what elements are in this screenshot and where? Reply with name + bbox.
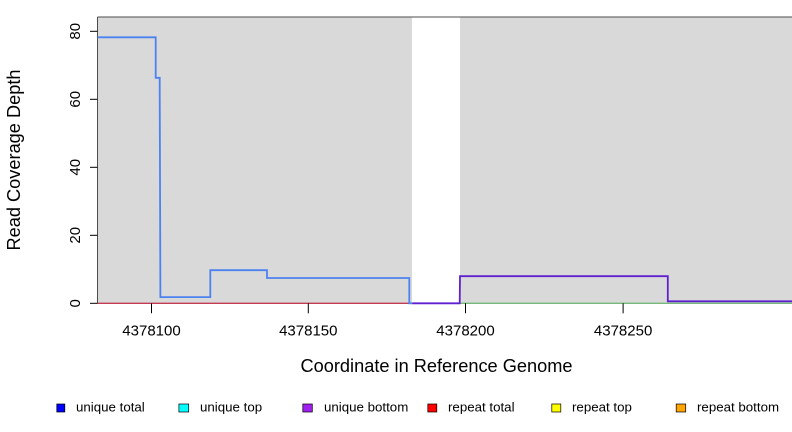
svg-text:repeat bottom: repeat bottom (697, 400, 779, 415)
svg-text:40: 40 (67, 159, 84, 176)
svg-text:60: 60 (67, 91, 84, 108)
svg-text:4378250: 4378250 (594, 323, 652, 340)
svg-text:4378150: 4378150 (279, 323, 337, 340)
svg-text:20: 20 (67, 227, 84, 244)
svg-text:unique total: unique total (76, 400, 145, 415)
svg-text:unique bottom: unique bottom (324, 400, 408, 415)
svg-text:4378200: 4378200 (436, 323, 494, 340)
svg-text:Read Coverage Depth: Read Coverage Depth (4, 70, 24, 251)
svg-text:80: 80 (67, 23, 84, 40)
svg-text:4378100: 4378100 (122, 323, 180, 340)
svg-text:Coordinate in Reference Genome: Coordinate in Reference Genome (301, 356, 573, 376)
svg-text:0: 0 (67, 299, 84, 307)
svg-text:repeat total: repeat total (448, 400, 515, 415)
svg-text:unique top: unique top (200, 400, 262, 415)
svg-text:repeat top: repeat top (572, 400, 632, 415)
